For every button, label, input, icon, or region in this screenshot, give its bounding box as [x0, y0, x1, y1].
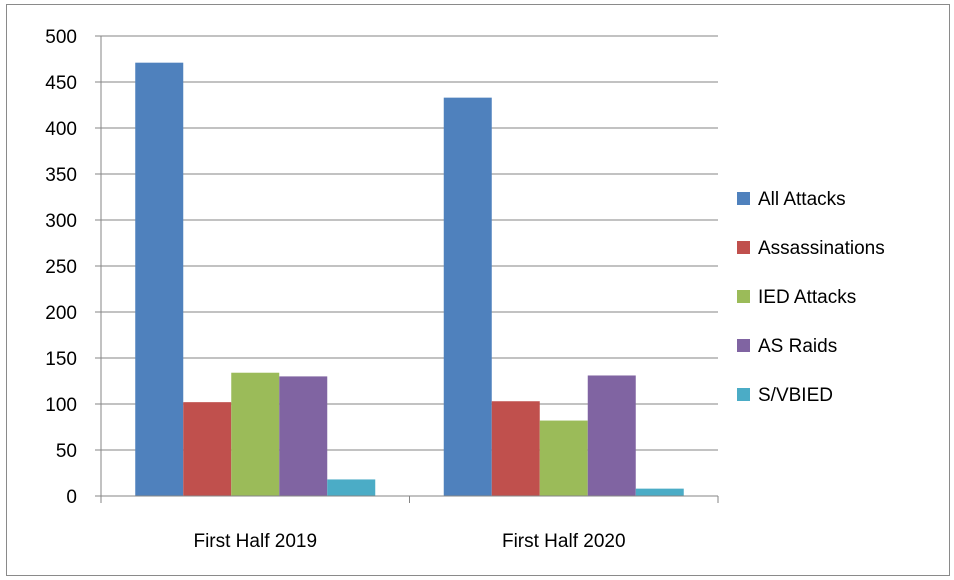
- bar-ied-attacks-1: [231, 372, 280, 496]
- y-tick-label: 250: [45, 257, 77, 278]
- y-tick-label: 500: [45, 27, 77, 48]
- x-tick-label: First Half 2020: [502, 531, 626, 552]
- legend-label: IED Attacks: [758, 287, 856, 308]
- legend-label: S/VBIED: [758, 385, 833, 406]
- legend-swatch: [737, 339, 750, 352]
- axes: [95, 35, 719, 503]
- bar-ied-attacks-2: [539, 420, 588, 496]
- y-tick-label: 50: [56, 441, 77, 462]
- x-tick-label: First Half 2019: [193, 531, 317, 552]
- legend: All Attacks Assassinations IED Attacks AS R…: [737, 189, 885, 406]
- bar-s-vbied-1: [327, 479, 376, 496]
- y-tick-label: 0: [66, 487, 77, 508]
- x-axis-labels: First Half 2019 First Half 2020: [193, 531, 625, 552]
- bar-all-attacks-1: [135, 62, 184, 497]
- y-tick-label: 300: [45, 211, 77, 232]
- legend-label: AS Raids: [758, 336, 837, 357]
- bars: [135, 62, 684, 497]
- legend-label: Assassinations: [758, 238, 885, 259]
- y-axis-labels: 0 50 100 150 200 250 300 350 400 450 500: [45, 27, 77, 508]
- bar-as-raids-1: [279, 376, 328, 496]
- bar-as-raids-2: [587, 375, 636, 496]
- legend-swatch: [737, 290, 750, 303]
- bar-s-vbied-2: [635, 488, 684, 496]
- bar-assassinations-2: [491, 401, 540, 496]
- legend-swatch: [737, 388, 750, 401]
- legend-label: All Attacks: [758, 189, 846, 210]
- y-tick-label: 100: [45, 395, 77, 416]
- y-tick-label: 400: [45, 119, 77, 140]
- legend-swatch: [737, 192, 750, 205]
- legend-swatch: [737, 241, 750, 254]
- y-tick-label: 450: [45, 73, 77, 94]
- bar-all-attacks-2: [443, 97, 492, 496]
- y-tick-label: 200: [45, 303, 77, 324]
- bar-assassinations-1: [183, 402, 232, 496]
- y-tick-label: 350: [45, 165, 77, 186]
- y-tick-label: 150: [45, 349, 77, 370]
